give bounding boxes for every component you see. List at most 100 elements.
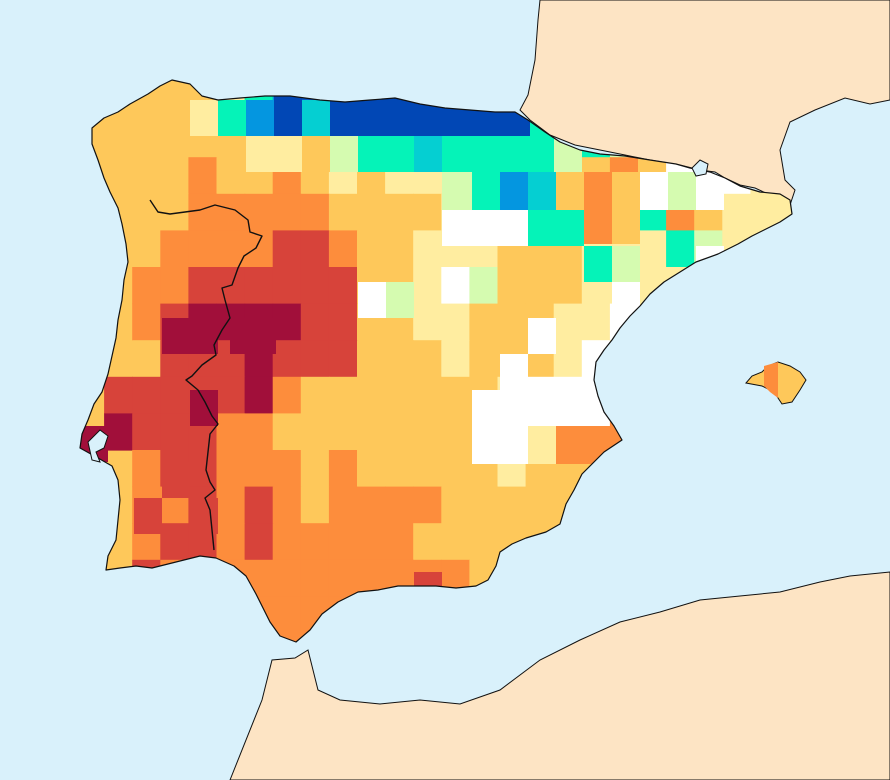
grid-cell xyxy=(218,100,246,136)
mallorca-orange-cell xyxy=(764,362,778,398)
grid-cell xyxy=(469,486,499,524)
grid-cell xyxy=(469,340,499,378)
grid-cell xyxy=(302,100,330,136)
grid-cell xyxy=(497,486,527,524)
grid-cell xyxy=(160,157,189,195)
grid-cell xyxy=(300,376,330,414)
grid-cell xyxy=(272,267,302,305)
grid-cell xyxy=(330,136,358,172)
grid-cell xyxy=(328,413,358,451)
grid-cell xyxy=(134,498,162,534)
grid-cell xyxy=(525,486,555,524)
grid-cell xyxy=(469,267,499,305)
grid-cell xyxy=(528,172,556,210)
grid-cell xyxy=(272,523,302,561)
grid-cell xyxy=(244,523,274,561)
grid-cell xyxy=(160,267,189,305)
grid-cell xyxy=(385,193,414,231)
grid-cell xyxy=(441,486,470,524)
grid-cell xyxy=(612,172,640,244)
grid-cell xyxy=(469,523,499,561)
grid-cell xyxy=(272,303,302,341)
grid-cell xyxy=(272,633,302,642)
grid-cell xyxy=(553,340,583,378)
grid-cell xyxy=(500,354,528,390)
grid-cell xyxy=(500,172,528,210)
grid-cell xyxy=(553,376,583,414)
grid-cell xyxy=(497,267,527,305)
grid-cell xyxy=(216,413,246,451)
grid-cell xyxy=(385,523,414,561)
grid-cell xyxy=(216,523,246,561)
grid-cell xyxy=(668,172,696,210)
grid-cell xyxy=(472,172,500,210)
grid-cell xyxy=(612,246,640,282)
grid-cell xyxy=(385,486,414,524)
grid-cell xyxy=(328,486,358,524)
grid-cell xyxy=(190,100,218,136)
grid-cell xyxy=(272,596,302,634)
grid-cell xyxy=(160,230,189,268)
grid-cell xyxy=(385,340,414,378)
grid-cell xyxy=(272,193,302,231)
tagus-estuary xyxy=(87,429,109,463)
grid-cell xyxy=(413,486,442,524)
grid-cell xyxy=(328,340,358,378)
grid-cell xyxy=(357,450,386,488)
grid-cell xyxy=(328,523,358,561)
grid-cell xyxy=(272,230,302,268)
grid-cell xyxy=(413,193,442,231)
grid-cell xyxy=(357,230,386,268)
grid-cell xyxy=(358,282,386,318)
grid-cell xyxy=(216,486,246,524)
spain-portugal-border xyxy=(149,199,263,551)
grid-cell xyxy=(300,267,330,305)
grid-cell xyxy=(638,230,667,268)
grid-cell xyxy=(357,486,386,524)
grid-cell xyxy=(386,282,414,318)
grid-cell xyxy=(104,413,133,451)
grid-cell xyxy=(472,390,556,426)
grid-cell xyxy=(216,450,246,488)
grid-cell xyxy=(132,267,161,305)
iberia-coastline xyxy=(79,79,793,643)
grid-cell xyxy=(413,303,442,341)
grid-cell xyxy=(442,136,554,172)
grid-cell xyxy=(246,136,304,172)
grid-cell xyxy=(385,450,414,488)
grid-cell xyxy=(357,376,386,414)
grid-cell xyxy=(132,303,161,341)
grid-cell xyxy=(358,136,416,172)
grid-cell xyxy=(272,376,302,414)
grid-cell xyxy=(441,340,470,378)
grid-cell xyxy=(413,267,442,305)
grid-cell xyxy=(132,340,161,378)
grid-cell xyxy=(188,157,218,195)
grid-cell xyxy=(162,318,218,354)
grid-cell xyxy=(272,450,302,488)
grid-cell xyxy=(441,413,470,451)
grid-cell xyxy=(442,210,528,246)
grid-cell xyxy=(188,267,218,305)
grid-cell xyxy=(244,450,274,488)
grid-cell xyxy=(132,120,161,158)
grid-cell xyxy=(328,376,358,414)
north-africa-landmass xyxy=(229,571,890,780)
grid-cell xyxy=(162,462,190,498)
grid-cell xyxy=(188,230,218,268)
grid-cell xyxy=(188,450,218,488)
grid-cell xyxy=(272,413,302,451)
grid-cell xyxy=(328,450,358,488)
grid-cell xyxy=(581,303,611,341)
grid-cell xyxy=(300,413,330,451)
grid-cell xyxy=(584,172,612,244)
grid-cell xyxy=(300,450,330,488)
grid-cell xyxy=(442,172,472,210)
grid-cell xyxy=(300,230,330,268)
grid-cell xyxy=(246,100,274,136)
grid-cell xyxy=(385,376,414,414)
grid-cell xyxy=(190,498,218,534)
grid-cell xyxy=(244,230,274,268)
grid-cell xyxy=(160,376,189,414)
